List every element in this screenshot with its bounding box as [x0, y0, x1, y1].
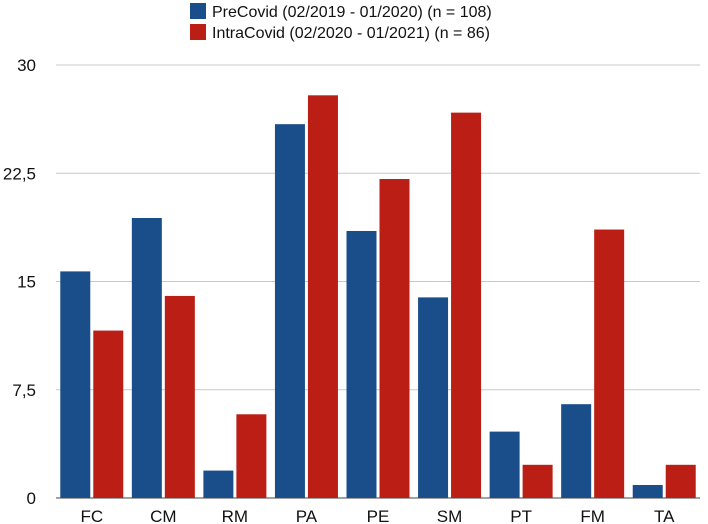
bar-intracovid-pt — [522, 464, 553, 498]
bar-precovid-pe — [346, 230, 377, 498]
x-tick-label: FC — [80, 507, 103, 524]
bar-precovid-pa — [274, 124, 305, 498]
x-tick-label: TA — [654, 507, 675, 524]
y-axis-ticks: 0 7,5 15 22,5 30 — [3, 56, 36, 508]
legend: PreCovid (02/2019 - 01/2020) (n = 108) I… — [190, 3, 492, 42]
legend-swatch-intracovid — [190, 24, 206, 40]
x-axis-ticks: FC CM RM PA PE SM PT FM TA — [80, 507, 675, 524]
bar-precovid-sm — [418, 297, 449, 498]
bar-precovid-fc — [60, 271, 91, 498]
bar-intracovid-pa — [307, 95, 338, 498]
bar-intracovid-rm — [236, 414, 267, 498]
bar-precovid-cm — [131, 217, 162, 498]
gridlines — [56, 64, 700, 499]
bar-intracovid-sm — [451, 112, 482, 498]
bars — [60, 95, 696, 499]
bar-precovid-fm — [561, 404, 592, 498]
y-tick-label: 15 — [17, 273, 36, 292]
x-tick-label: RM — [222, 507, 248, 524]
bar-precovid-ta — [632, 485, 663, 498]
legend-label-precovid: PreCovid (02/2019 - 01/2020) (n = 108) — [212, 4, 492, 21]
x-tick-label: PE — [367, 507, 390, 524]
x-tick-label: SM — [437, 507, 463, 524]
bar-precovid-pt — [489, 431, 520, 498]
bar-precovid-rm — [203, 470, 234, 498]
y-tick-label: 7,5 — [12, 381, 36, 400]
y-tick-label: 30 — [17, 56, 36, 75]
bar-intracovid-fm — [594, 229, 625, 499]
x-tick-label: CM — [150, 507, 176, 524]
bar-intracovid-cm — [164, 295, 195, 498]
y-tick-label: 0 — [27, 489, 36, 508]
legend-swatch-precovid — [190, 3, 206, 19]
x-tick-label: PT — [510, 507, 532, 524]
y-tick-label: 22,5 — [3, 164, 36, 183]
legend-label-intracovid: IntraCovid (02/2020 - 01/2021) (n = 86) — [212, 25, 490, 42]
bar-intracovid-pe — [379, 179, 410, 499]
x-tick-label: FM — [580, 507, 605, 524]
bar-intracovid-fc — [93, 330, 124, 498]
bar-intracovid-ta — [665, 464, 696, 498]
x-tick-label: PA — [296, 507, 318, 524]
